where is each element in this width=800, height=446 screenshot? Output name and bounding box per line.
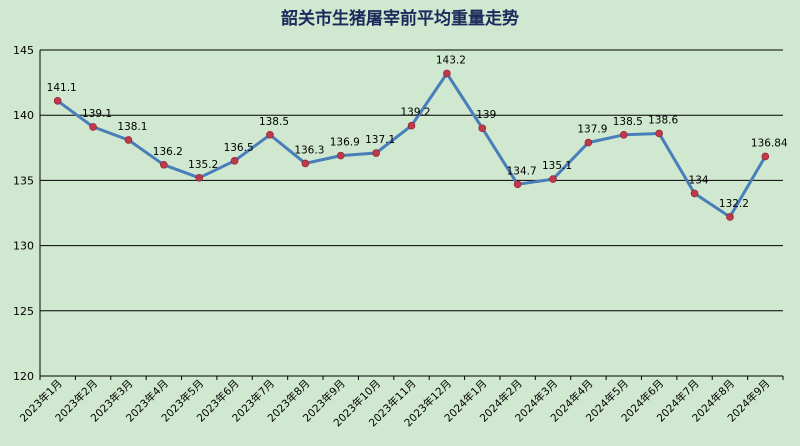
data-label: 136.9 [330,137,360,149]
y-tick-label: 125 [13,305,34,318]
data-label: 136.3 [294,144,324,156]
data-point [301,159,310,168]
data-label: 136.5 [224,142,254,154]
data-label: 138.1 [117,121,147,133]
data-point [336,151,345,160]
data-point [89,123,97,131]
data-label: 138.5 [259,116,289,128]
data-point [372,149,380,157]
data-label: 143.2 [436,54,466,66]
data-label: 132.2 [719,198,749,210]
data-point [726,213,734,221]
data-label: 139.1 [82,108,112,120]
data-label: 134 [689,174,709,186]
data-point [655,129,663,138]
data-label: 137.9 [577,124,607,136]
data-label: 141.1 [47,82,77,94]
data-point [690,189,699,198]
data-point [513,180,522,189]
data-label: 139.2 [400,107,430,119]
data-point [53,97,62,105]
data-point [619,130,628,139]
data-point [124,136,133,144]
y-tick-label: 145 [13,44,34,57]
label-layer: 141.1 139.1 138.1 136.2 135.2 136.5 138.5 136.3… [47,54,788,209]
series-layer [53,69,770,221]
data-point [549,175,557,183]
data-point [407,121,416,130]
data-label: 135.1 [542,160,572,172]
y-tick-label: 130 [13,240,34,253]
data-label: 138.6 [648,114,678,126]
data-point [478,124,487,133]
axis-layer: 1201251301351401452023年1月2023年2月2023年3月2… [13,44,784,429]
data-label: 134.7 [507,165,537,177]
y-tick-label: 135 [13,174,34,187]
data-point [443,69,451,78]
y-tick-label: 140 [13,109,34,122]
data-point [584,138,593,147]
grid-layer [40,49,783,377]
data-point [160,160,168,169]
data-point [266,130,274,139]
data-label: 136.2 [153,146,183,158]
data-label: 138.5 [613,116,643,128]
data-label: 139 [476,109,496,121]
data-label: 137.1 [365,134,395,146]
data-label: 135.2 [188,159,218,171]
data-point [230,157,239,165]
data-point [761,152,770,161]
chart-title: 韶关市生猪屠宰前平均重量走势 [281,8,519,29]
data-label: 136.84 [751,137,788,149]
y-tick-label: 120 [13,370,34,383]
data-point [195,173,204,182]
